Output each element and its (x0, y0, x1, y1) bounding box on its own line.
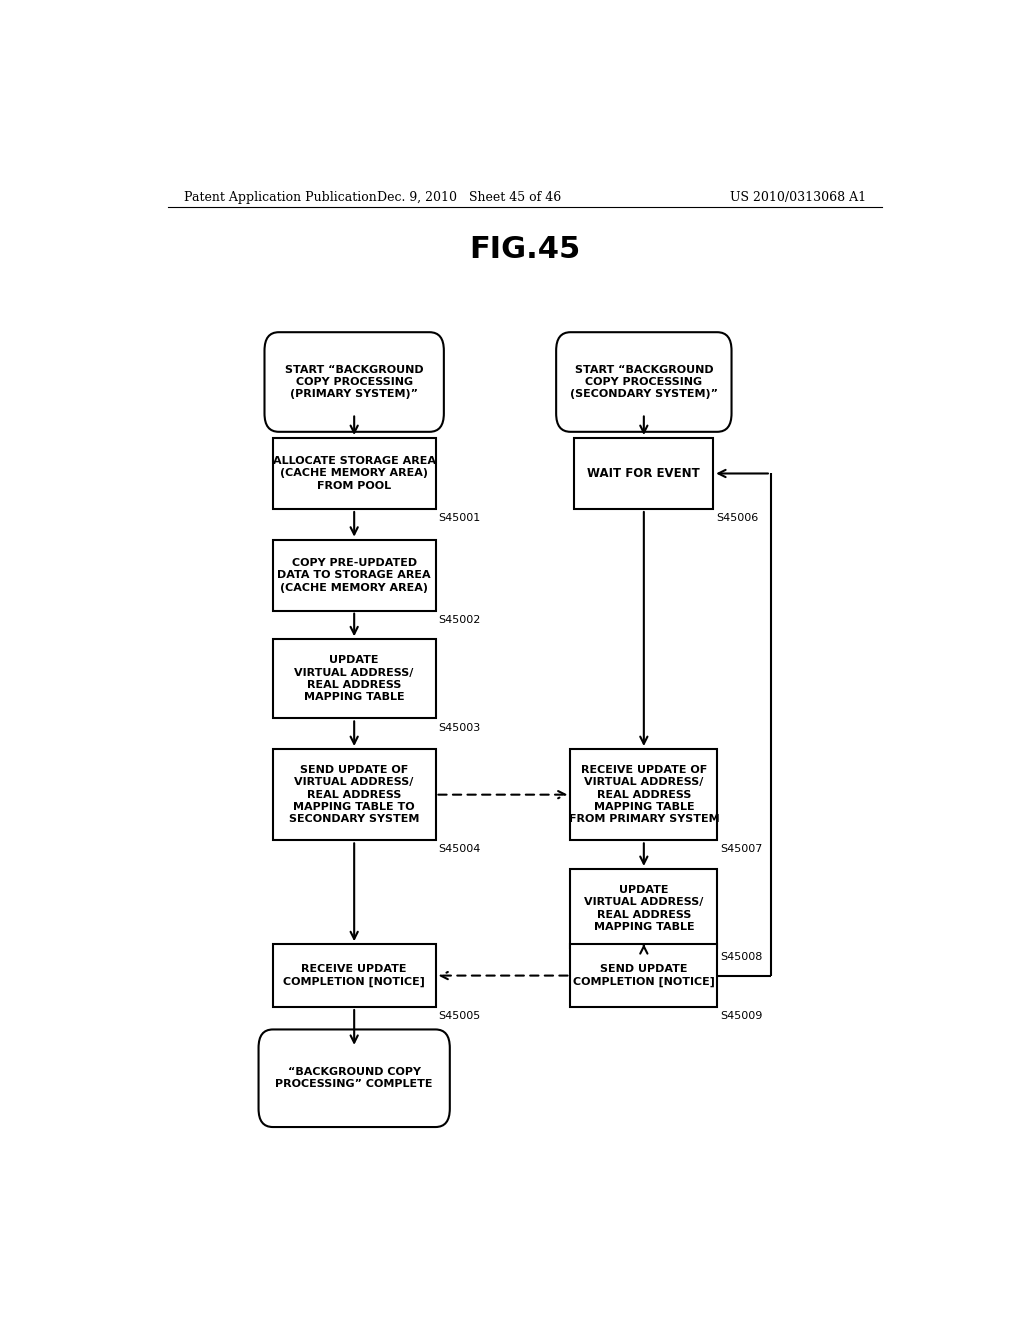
FancyBboxPatch shape (570, 944, 717, 1007)
Text: S45006: S45006 (717, 513, 759, 523)
FancyBboxPatch shape (556, 333, 731, 432)
Text: S45008: S45008 (721, 952, 763, 962)
Text: WAIT FOR EVENT: WAIT FOR EVENT (588, 467, 700, 480)
FancyBboxPatch shape (570, 748, 717, 841)
Text: SEND UPDATE OF
VIRTUAL ADDRESS/
REAL ADDRESS
MAPPING TABLE TO
SECONDARY SYSTEM: SEND UPDATE OF VIRTUAL ADDRESS/ REAL ADD… (289, 764, 420, 825)
Text: S45003: S45003 (438, 722, 481, 733)
Text: ALLOCATE STORAGE AREA
(CACHE MEMORY AREA)
FROM POOL: ALLOCATE STORAGE AREA (CACHE MEMORY AREA… (272, 457, 435, 491)
Text: Patent Application Publication: Patent Application Publication (183, 190, 376, 203)
Text: COPY PRE-UPDATED
DATA TO STORAGE AREA
(CACHE MEMORY AREA): COPY PRE-UPDATED DATA TO STORAGE AREA (C… (278, 558, 431, 593)
Text: FIG.45: FIG.45 (469, 235, 581, 264)
Text: S45007: S45007 (721, 845, 763, 854)
Text: S45009: S45009 (721, 1011, 763, 1022)
FancyBboxPatch shape (272, 748, 435, 841)
FancyBboxPatch shape (258, 1030, 450, 1127)
FancyBboxPatch shape (264, 333, 443, 432)
Text: SEND UPDATE
COMPLETION [NOTICE]: SEND UPDATE COMPLETION [NOTICE] (572, 964, 715, 987)
Text: S45004: S45004 (438, 845, 481, 854)
FancyBboxPatch shape (272, 639, 435, 718)
Text: START “BACKGROUND
COPY PROCESSING
(SECONDARY SYSTEM)”: START “BACKGROUND COPY PROCESSING (SECON… (569, 364, 718, 400)
FancyBboxPatch shape (570, 869, 717, 948)
Text: UPDATE
VIRTUAL ADDRESS/
REAL ADDRESS
MAPPING TABLE: UPDATE VIRTUAL ADDRESS/ REAL ADDRESS MAP… (584, 884, 703, 932)
FancyBboxPatch shape (574, 438, 714, 510)
Text: S45002: S45002 (438, 615, 481, 624)
Text: START “BACKGROUND
COPY PROCESSING
(PRIMARY SYSTEM)”: START “BACKGROUND COPY PROCESSING (PRIMA… (285, 364, 424, 400)
Text: S45005: S45005 (438, 1011, 481, 1022)
FancyBboxPatch shape (272, 540, 435, 611)
FancyBboxPatch shape (272, 438, 435, 510)
Text: UPDATE
VIRTUAL ADDRESS/
REAL ADDRESS
MAPPING TABLE: UPDATE VIRTUAL ADDRESS/ REAL ADDRESS MAP… (295, 655, 414, 702)
Text: RECEIVE UPDATE
COMPLETION [NOTICE]: RECEIVE UPDATE COMPLETION [NOTICE] (284, 964, 425, 987)
Text: US 2010/0313068 A1: US 2010/0313068 A1 (730, 190, 866, 203)
Text: RECEIVE UPDATE OF
VIRTUAL ADDRESS/
REAL ADDRESS
MAPPING TABLE
FROM PRIMARY SYSTE: RECEIVE UPDATE OF VIRTUAL ADDRESS/ REAL … (568, 764, 719, 825)
Text: Dec. 9, 2010   Sheet 45 of 46: Dec. 9, 2010 Sheet 45 of 46 (377, 190, 561, 203)
Text: S45001: S45001 (438, 513, 481, 523)
Text: “BACKGROUND COPY
PROCESSING” COMPLETE: “BACKGROUND COPY PROCESSING” COMPLETE (275, 1067, 433, 1089)
FancyBboxPatch shape (272, 944, 435, 1007)
